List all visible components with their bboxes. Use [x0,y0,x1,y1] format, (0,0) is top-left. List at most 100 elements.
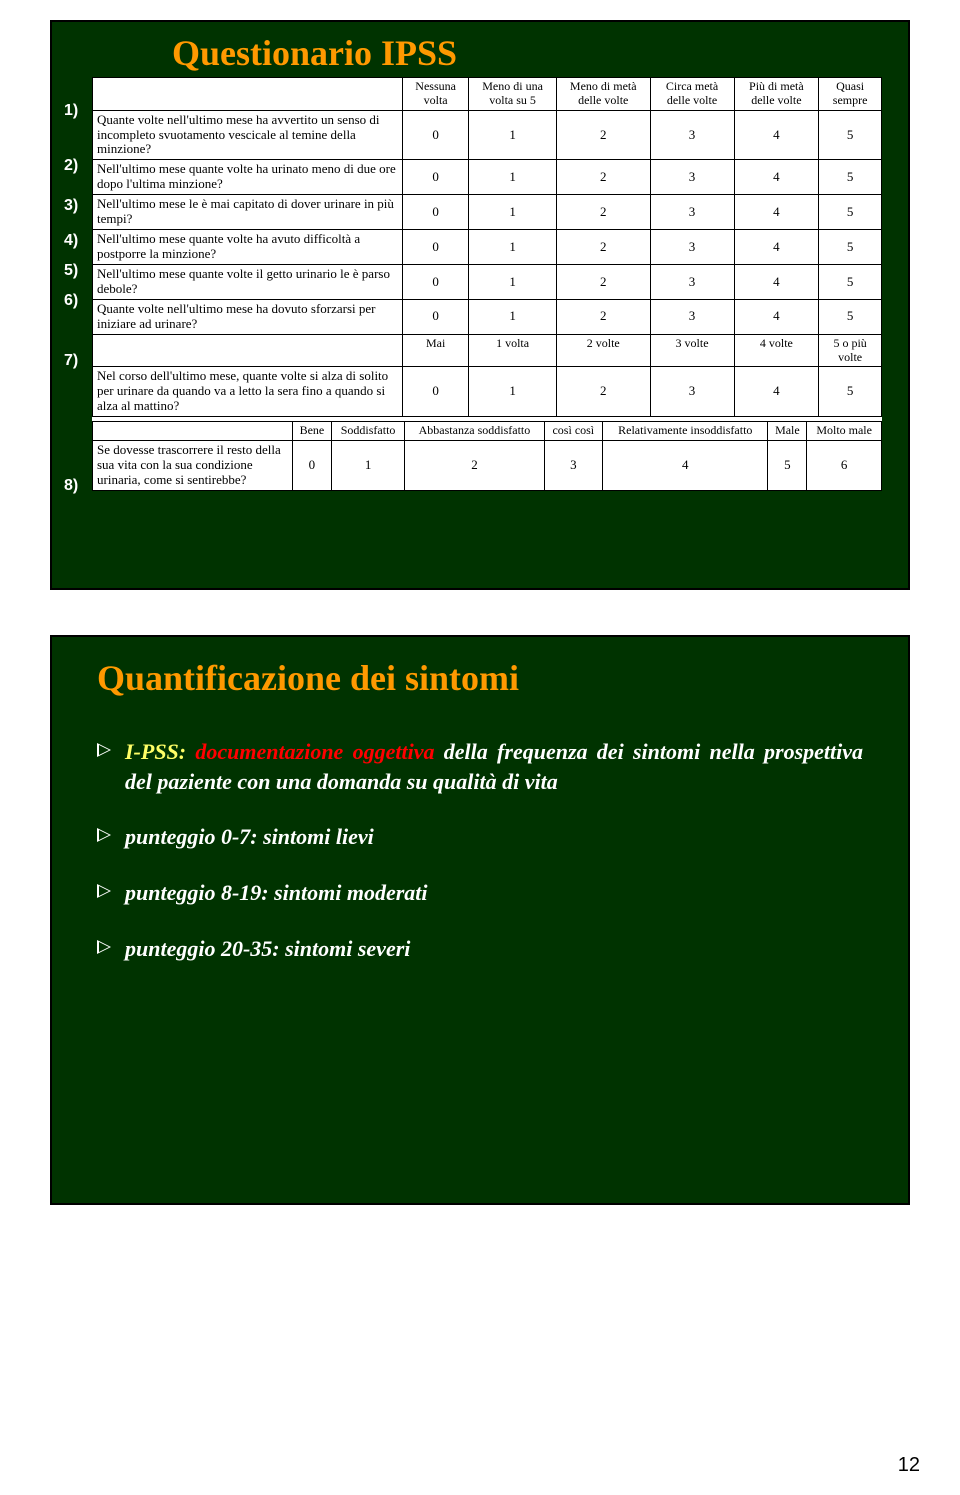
v: 5 [819,265,882,300]
v: 0 [403,195,469,230]
bullet-icon [99,886,109,896]
v: 2 [556,160,650,195]
hdr1-3: Circa metà delle volte [650,78,734,111]
q8: Se dovesse trascorrere il resto della su… [93,440,293,490]
v: 1 [469,110,557,160]
v: 4 [734,110,819,160]
hdr3-2: Abbastanza soddisfatto [405,422,544,441]
v: 1 [469,265,557,300]
ipss-table-inner: Nessuna volta Meno di una volta su 5 Men… [92,77,882,417]
blank-cell [93,78,403,111]
q5: Nell'ultimo mese quante volte il getto u… [93,265,403,300]
bullet-icon [99,830,109,840]
q7: Nel corso dell'ultimo mese, quante volte… [93,367,403,417]
hdr1-0: Nessuna volta [403,78,469,111]
v: 2 [556,110,650,160]
v: 5 [819,230,882,265]
bullet-text: punteggio 8-19: sintomi moderati [125,880,428,905]
v: 2 [556,265,650,300]
v: 3 [650,299,734,334]
row-num: 3) [64,197,78,215]
q3: Nell'ultimo mese le è mai capitato di do… [93,195,403,230]
hdr1-4: Più di metà delle volte [734,78,819,111]
v: 1 [469,299,557,334]
v: 0 [293,440,332,490]
hdr2-1: 1 volta [469,334,557,367]
q1: Quante volte nell'ultimo mese ha avverti… [93,110,403,160]
v: 5 [819,299,882,334]
blank-cell [93,422,293,441]
bullet-severi: punteggio 20-35: sintomi severi [97,934,863,964]
v: 4 [734,195,819,230]
v: 3 [544,440,602,490]
v: 4 [734,230,819,265]
slide-quantificazione: Quantificazione dei sintomi I-PSS: docum… [50,635,910,1205]
hdr3-6: Molto male [807,422,882,441]
row-num: 2) [64,157,78,175]
table-row: Quante volte nell'ultimo mese ha avverti… [93,110,882,160]
bullet-moderati: punteggio 8-19: sintomi moderati [97,878,863,908]
hdr2-4: 4 volte [734,334,819,367]
slide1-bg: Questionario IPSS 1)2)3)4)5)6)7)8) Nessu… [52,22,908,588]
v: 5 [819,160,882,195]
q6: Quante volte nell'ultimo mese ha dovuto … [93,299,403,334]
v: 5 [819,110,882,160]
v: 2 [556,230,650,265]
row-num: 4) [64,232,78,250]
v: 1 [469,160,557,195]
hdr2-5: 5 o più volte [819,334,882,367]
slide2-body: I-PSS: documentazione oggettiva della fr… [97,737,863,989]
v: 5 [819,195,882,230]
page-number: 12 [898,1454,920,1477]
hdr3-4: Relativamente insoddisfatto [603,422,768,441]
bullet-icon [99,942,109,952]
table-row: Se dovesse trascorrere il resto della su… [93,440,882,490]
v: 4 [734,299,819,334]
slide2-bg: Quantificazione dei sintomi I-PSS: docum… [52,637,908,1203]
row-num: 1) [64,102,78,120]
hdr1-1: Meno di una volta su 5 [469,78,557,111]
v: 4 [734,160,819,195]
bullet-ipss: I-PSS: documentazione oggettiva della fr… [97,737,863,796]
row-num: 7) [64,352,78,370]
table-row: Nel corso dell'ultimo mese, quante volte… [93,367,882,417]
slide1-title: Questionario IPSS [172,32,457,74]
v: 4 [734,367,819,417]
v: 2 [556,299,650,334]
v: 3 [650,160,734,195]
v: 1 [331,440,404,490]
v: 1 [469,367,557,417]
table-header-3: Bene Soddisfatto Abbastanza soddisfatto … [93,422,882,441]
v: 2 [556,367,650,417]
table-row: Nell'ultimo mese quante volte ha avuto d… [93,230,882,265]
hdr2-2: 2 volte [556,334,650,367]
slide-questionario: Questionario IPSS 1)2)3)4)5)6)7)8) Nessu… [50,20,910,590]
bullet-lievi: punteggio 0-7: sintomi lievi [97,822,863,852]
v: 5 [768,440,807,490]
table-row: Nell'ultimo mese quante volte ha urinato… [93,160,882,195]
table-header-1: Nessuna volta Meno di una volta su 5 Men… [93,78,882,111]
v: 2 [556,195,650,230]
v: 6 [807,440,882,490]
v: 1 [469,195,557,230]
bullet-text: punteggio 0-7: sintomi lievi [125,824,374,849]
row-num: 6) [64,292,78,310]
table-row: Quante volte nell'ultimo mese ha dovuto … [93,299,882,334]
hdr1-2: Meno di metà delle volte [556,78,650,111]
v: 3 [650,230,734,265]
hdr2-0: Mai [403,334,469,367]
row-num: 8) [64,477,78,495]
v: 0 [403,160,469,195]
v: 3 [650,195,734,230]
v: 5 [819,367,882,417]
table-header-2: Mai 1 volta 2 volte 3 volte 4 volte 5 o … [93,334,882,367]
hdr3-0: Bene [293,422,332,441]
v: 2 [405,440,544,490]
v: 3 [650,265,734,300]
table-row: Nell'ultimo mese quante volte il getto u… [93,265,882,300]
hdr3-1: Soddisfatto [331,422,404,441]
v: 1 [469,230,557,265]
v: 0 [403,110,469,160]
v: 0 [403,265,469,300]
hdr3-3: così così [544,422,602,441]
